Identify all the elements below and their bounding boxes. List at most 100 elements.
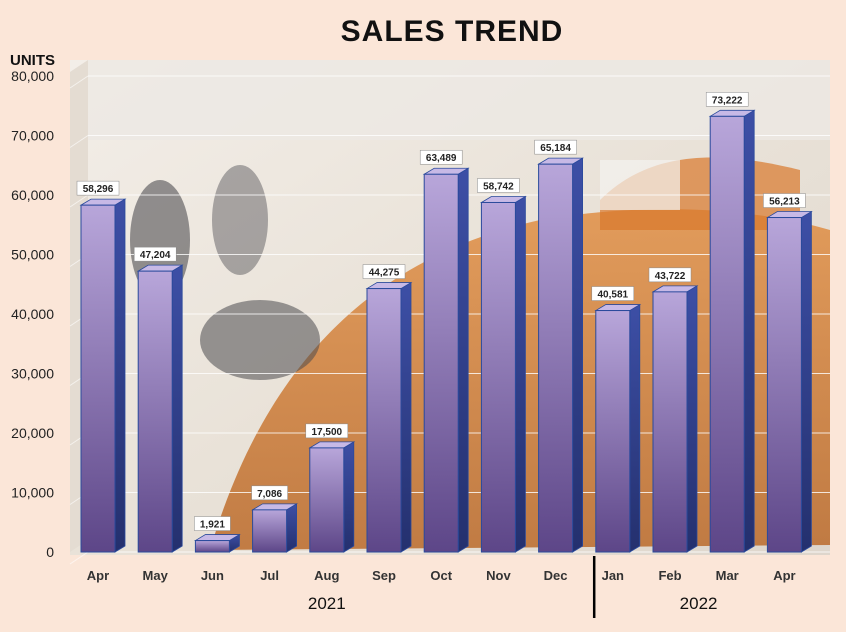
data-label-box	[362, 264, 406, 279]
gridline-depth	[69, 194, 89, 208]
x-category-label: Sep	[372, 568, 396, 583]
x-axis-categories: Apr May Jun Jul Aug Sep Oct Nov Dec Jan Feb Mar Apr	[87, 568, 796, 583]
data-label-box	[251, 485, 288, 501]
bar-side	[343, 441, 355, 553]
x-category-label: Aug	[314, 568, 339, 583]
bar-front	[538, 163, 574, 553]
bar-side	[743, 109, 755, 553]
data-label-box	[705, 92, 749, 107]
data-label-box	[133, 246, 177, 262]
bar	[193, 533, 241, 553]
bar-side	[400, 281, 412, 553]
data-label: 73,222	[712, 95, 743, 106]
bar-front	[309, 447, 345, 553]
data-label: 56,213	[769, 197, 800, 208]
y-tick-label: 10,000	[11, 485, 54, 501]
bar	[479, 195, 527, 553]
bar-side	[286, 503, 298, 553]
bar-side	[515, 195, 526, 553]
bar-front	[480, 201, 516, 553]
data-labels: 58,296 47,204 1,921 7,086 17,500 44,275 63,489…	[76, 92, 806, 531]
x-category-label: Feb	[658, 568, 681, 583]
bar	[136, 264, 184, 553]
data-label: 65,184	[540, 143, 571, 154]
bar-front	[423, 173, 459, 553]
bar-front	[194, 540, 230, 553]
data-label-box	[648, 267, 692, 283]
bar-side	[686, 285, 698, 553]
y-axis-ticks: 0 10,000 20,000 30,000 40,000 50,000 60,000 70,…	[11, 68, 54, 560]
data-label-box	[591, 286, 635, 301]
y-tick-label: 30,000	[11, 366, 54, 382]
data-label: 58,742	[483, 181, 514, 192]
data-label: 63,489	[426, 153, 457, 164]
bar-side	[629, 303, 641, 553]
bar	[537, 157, 585, 553]
bars	[79, 109, 813, 553]
bar	[79, 198, 127, 553]
bar	[365, 281, 413, 553]
data-label: 1,921	[200, 520, 225, 531]
y-tick-label: 80,000	[11, 68, 54, 84]
year-group-label: 2022	[680, 594, 718, 613]
bar-front	[366, 288, 402, 553]
gridline-depth	[69, 135, 89, 148]
data-label: 44,275	[369, 268, 400, 279]
data-label-box	[419, 149, 463, 165]
bar	[708, 109, 756, 553]
bar-side	[572, 157, 583, 553]
x-category-label: Oct	[430, 568, 452, 583]
bar-side	[171, 264, 183, 553]
chart-title: SALES TREND	[341, 15, 564, 48]
data-label-box	[194, 516, 231, 531]
data-label-box	[763, 193, 806, 208]
bar-side	[801, 210, 812, 553]
data-label: 40,581	[598, 290, 629, 301]
bar	[651, 285, 699, 553]
data-label-box	[305, 423, 349, 439]
y-axis-label: UNITS	[10, 52, 55, 69]
bar	[308, 441, 356, 553]
data-label: 58,296	[83, 184, 114, 195]
x-category-label: Jul	[260, 568, 279, 583]
bar	[422, 167, 470, 553]
data-label-box	[477, 178, 520, 193]
bar-front	[252, 509, 288, 553]
year-group-label: 2021	[308, 594, 346, 613]
year-groups: 2021 2022	[308, 556, 718, 618]
x-category-label: Dec	[544, 568, 568, 583]
bar	[251, 503, 299, 553]
bar-side	[457, 167, 469, 553]
y-tick-label: 40,000	[11, 306, 54, 322]
bar-front	[766, 217, 802, 553]
x-category-label: May	[143, 568, 169, 583]
bar	[594, 303, 642, 553]
x-category-label: Nov	[486, 568, 511, 583]
data-label-box	[76, 180, 120, 196]
bar-side	[114, 198, 126, 553]
y-tick-label: 0	[46, 544, 54, 560]
x-category-label: Apr	[87, 568, 109, 583]
y-tick-label: 50,000	[11, 247, 54, 263]
data-label: 47,204	[140, 250, 171, 261]
x-category-label: Mar	[716, 568, 739, 583]
bar-front	[595, 310, 631, 553]
bar-front	[137, 270, 173, 553]
bar-front	[80, 204, 116, 553]
x-category-label: Jan	[602, 568, 624, 583]
x-category-label: Jun	[201, 568, 224, 583]
gridline-depth	[69, 75, 89, 89]
bar	[765, 210, 813, 553]
gridline-depth	[69, 551, 89, 565]
data-label: 43,722	[655, 271, 686, 282]
y-tick-label: 20,000	[11, 425, 54, 441]
bar-front	[709, 115, 745, 553]
bar-front	[652, 291, 688, 553]
data-label-box	[534, 139, 577, 155]
y-tick-label: 70,000	[11, 128, 54, 144]
y-tick-label: 60,000	[11, 187, 54, 203]
data-label: 7,086	[257, 489, 282, 500]
x-category-label: Apr	[773, 568, 795, 583]
data-label: 17,500	[312, 427, 343, 438]
